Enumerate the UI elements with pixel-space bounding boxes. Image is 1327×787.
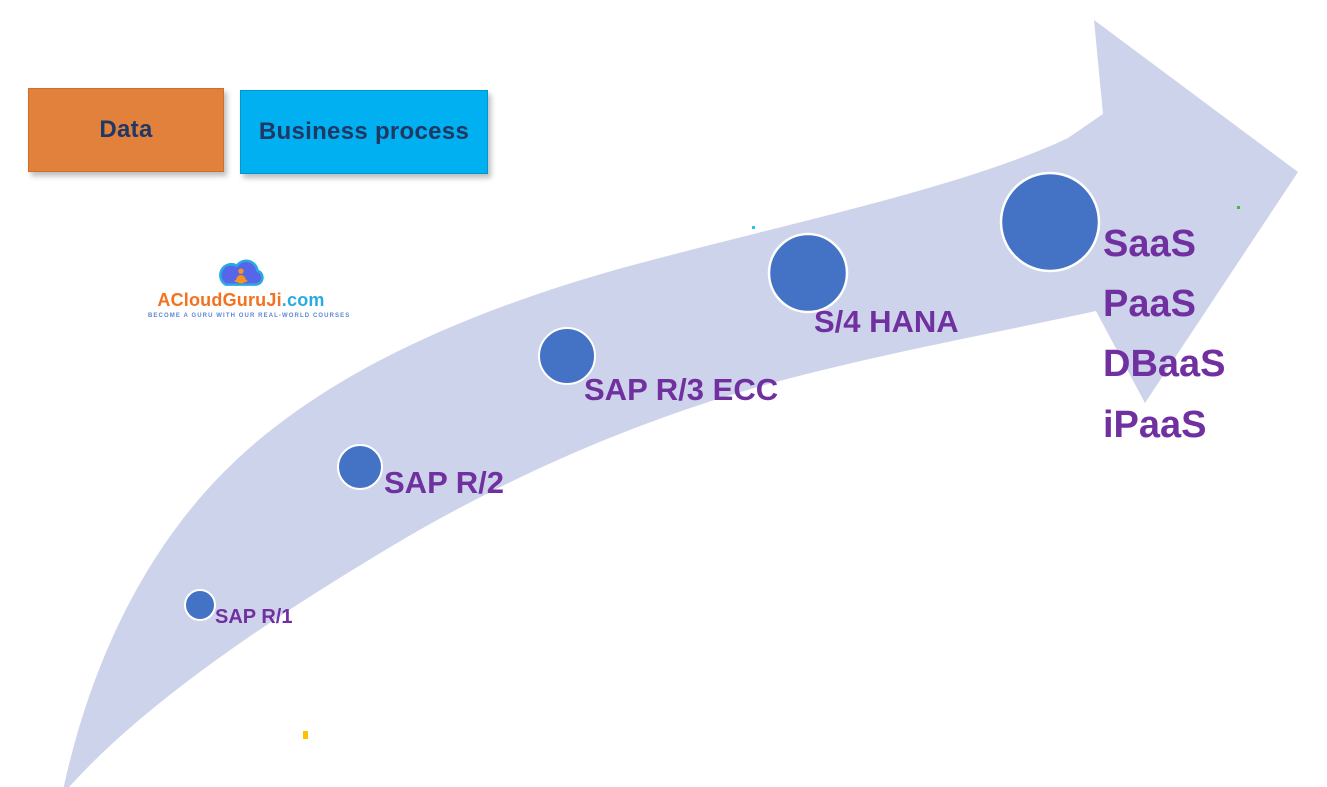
milestone-dot-cloud [999, 171, 1101, 273]
yellow-speck [303, 731, 308, 739]
cloud-service-dbaas: DBaaS [1103, 343, 1226, 385]
milestone-dot-sap-r1 [184, 589, 216, 621]
legend-business-label: Business process [258, 118, 470, 145]
legend-data-label: Data [99, 116, 153, 143]
cyan-speck [752, 226, 755, 229]
legend-business-process-box: Business process [240, 90, 488, 174]
brand-tagline: BECOME A GURU WITH OUR REAL-WORLD COURSE… [148, 313, 351, 319]
meditating-guru-glyph [234, 268, 248, 284]
cloud-service-paas: PaaS [1103, 283, 1196, 325]
milestone-dot-sap-r3 [538, 327, 596, 385]
cloud-guru-icon [219, 259, 264, 286]
brand-logo: ACloudGuruJi.com BECOME A GURU WITH OUR … [148, 255, 351, 319]
green-speck [1237, 206, 1240, 209]
brand-name-domain: .com [281, 290, 325, 310]
legend-data-box: Data [28, 88, 224, 172]
milestone-label-s4-hana: S/4 HANA [814, 304, 959, 339]
milestone-label-sap-r2: SAP R/2 [384, 465, 505, 500]
cloud-service-saas: SaaS [1103, 223, 1196, 265]
milestone-dot-sap-r2 [337, 444, 383, 490]
milestone-label-sap-r1: SAP R/1 [215, 606, 293, 628]
brand-name-main: ACloudGuruJi [157, 290, 282, 310]
milestone-label-sap-r3-ecc: SAP R/3 ECC [584, 372, 779, 407]
milestone-dot-s4-hana [767, 232, 849, 314]
arrow-swoosh [63, 20, 1298, 787]
cloud-service-ipaas: iPaaS [1103, 404, 1207, 446]
brand-name: ACloudGuruJi.com [148, 291, 334, 309]
